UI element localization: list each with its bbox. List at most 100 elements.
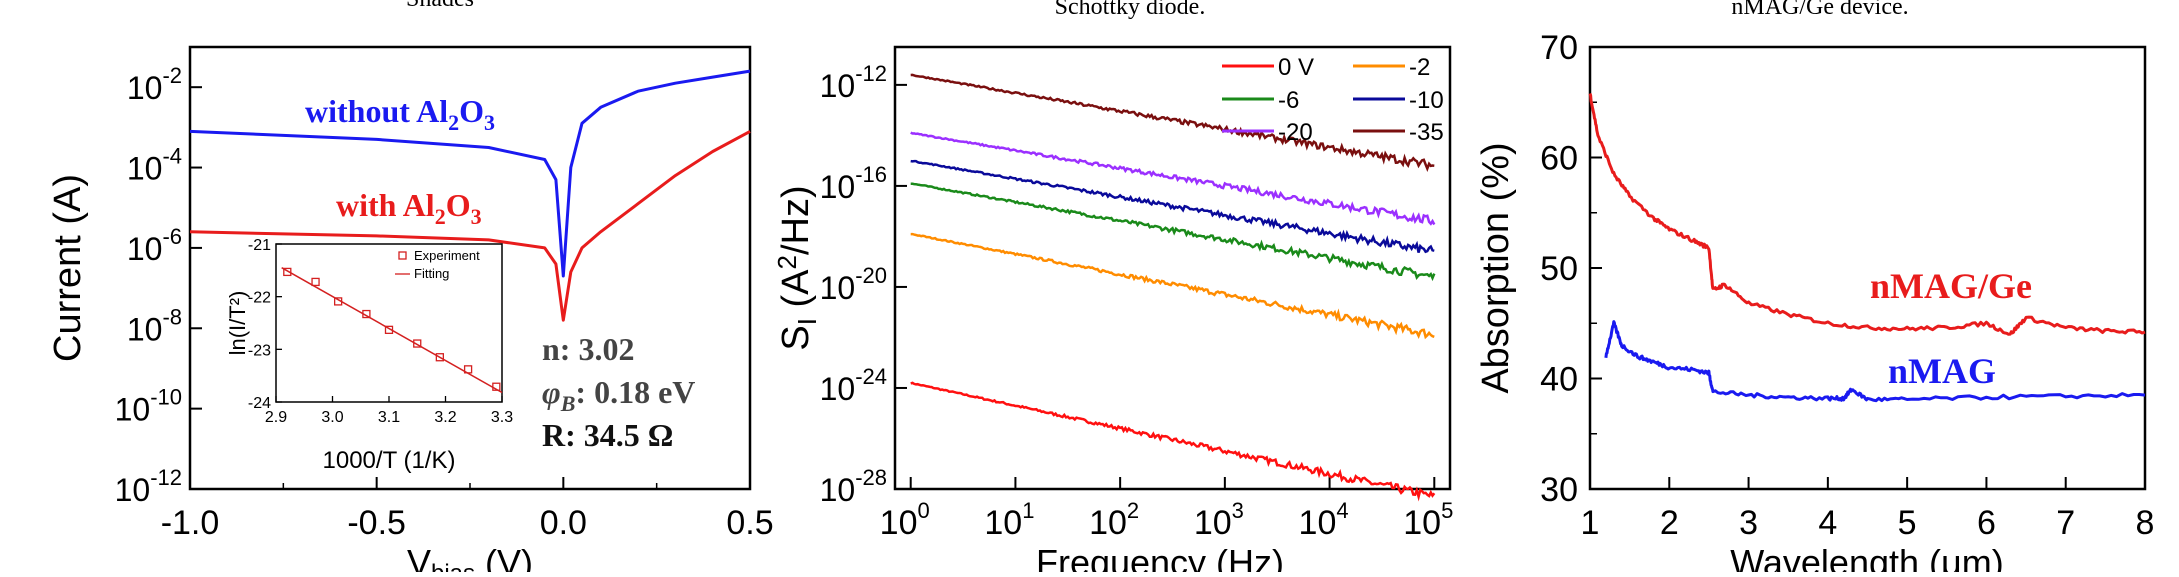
y-tick-exponent: -2 [162,63,182,88]
y-tick-label: 60 [1540,140,1578,178]
y-tick-label: 10-16 [820,162,887,205]
y-tick-exponent: -10 [150,385,182,410]
y-label-unit-b: /Hz) [775,185,817,255]
series-line [910,381,1436,502]
y-tick-label: 10-12 [820,61,887,104]
panel-absorption: 1 2 3 4 5 6 7 8 30 40 50 60 70 Absorption (%) Wavele… [1475,29,2155,577]
top-fragment-left: Shades [406,0,474,12]
series-label-nmag: nMAG [1888,351,1996,391]
label-main: with Al [336,187,435,223]
phi-sub: B [560,391,576,416]
y-tick-exponent: -12 [855,61,887,86]
label-mid: O [459,93,484,129]
label-mid: O [446,187,471,223]
plot-frame [1588,45,2147,491]
y-label-unit-a: (A [775,269,817,318]
y-axis-label: SI (A2/Hz) [772,185,822,350]
y-tick-exponent: -28 [855,465,887,490]
y-label-sup: 2 [772,255,802,269]
inset-legend-experiment: Experiment [414,248,480,263]
plot-frame [893,45,1452,491]
inset-y-tick-label: -21 [248,237,271,254]
series-label-nmag-ge: nMAG/Ge [1870,266,2032,306]
x-tick-label: 105 [1403,498,1453,542]
inset-arrhenius-plot: 2.9 3.0 3.1 3.2 3.3 -21 -22 -23 -24 1000/T (1/K)… [225,237,513,474]
legend: 0 V -2 -6 -10 -20 -35 [1222,54,1444,146]
x-axis-label-unit: (V) [475,542,533,572]
annotation-ideality: n: 3.02 [542,331,634,367]
y-tick-label: 10-2 [127,63,182,106]
y-tick-label: 10-20 [820,263,887,306]
y-tick-label: 10-10 [115,385,182,428]
phi-symbol: φ [542,374,561,410]
y-tick-label: 70 [1540,29,1578,67]
y-tick-exponent: -20 [855,263,887,288]
inset-legend-fitting: Fitting [414,266,449,281]
inset-y-tick-label: -22 [248,290,271,307]
y-tick-label: 10-8 [127,304,182,347]
x-tick-label: 102 [1089,498,1139,542]
y-tick-exponent: -4 [162,144,182,169]
series-label-with-al2o3: with Al2O3 [336,187,482,229]
x-axis-label-main: V [407,542,431,572]
y-label-main: S [775,325,817,350]
inset-experiment-marker [435,353,445,362]
x-tick-label: 0.5 [726,504,773,542]
x-tick-exponent: 4 [1336,498,1348,523]
annotation-barrier: φB: 0.18 eV [542,374,695,416]
series-lines [1588,93,2146,403]
x-tick-label: 104 [1299,498,1349,542]
inset-x-tick-label: 3.1 [378,409,400,426]
y-tick-label: 40 [1540,361,1578,399]
top-fragment-right: nMAG/Ge device. [1731,0,1908,20]
x-tick-exponent: 1 [1022,498,1034,523]
y-axis-label: Absorption (%) [1475,142,1517,393]
y-tick-exponent: -8 [162,304,182,329]
legend-label: -35 [1409,119,1444,146]
inset-experiment-marker [492,382,501,391]
inset-y-axis-label: ln(I/T²) [225,291,250,356]
inset-experiment-marker [283,267,292,277]
legend-label: -2 [1409,54,1430,81]
y-tick-label: 10-28 [820,465,887,508]
barrier-value: : 0.18 eV [575,374,695,410]
x-tick-exponent: 5 [1441,498,1453,523]
x-tick-label: -1.0 [161,504,220,542]
series-line [189,69,751,278]
x-tick-label: 103 [1194,498,1244,542]
y-tick-exponent: -24 [855,364,887,389]
x-tick-exponent: 3 [1232,498,1244,523]
inset-experiment-marker [333,297,343,306]
inset-x-axis-label: 1000/T (1/K) [323,447,456,474]
y-tick-exponent: -6 [162,224,182,249]
series-line [1604,320,2146,403]
x-axis-label-sub: bias [431,560,475,572]
inset-experiment-marker [362,309,371,319]
x-tick-label: 8 [2136,504,2155,542]
y-axis-label: Current (A) [47,174,89,362]
y-tick-exponent: -16 [855,162,887,187]
label-sub: 2 [435,204,446,229]
label-sub: 2 [448,110,459,135]
series-lines [910,73,1436,502]
axis-ticks: -1.0 -0.5 0.0 0.5 10-12 10-10 10-8 10-6 10-4 10-2 [115,63,774,542]
x-axis-label: Vbias (V) [407,542,533,572]
x-tick-label: 0.0 [540,504,587,542]
x-tick-label: 2 [1660,504,1679,542]
inset-fit-line [281,267,503,394]
annotation-resistance: R: 34.5 Ω [542,417,673,453]
y-tick-label: 10-12 [115,465,182,508]
legend-label: -6 [1278,87,1299,114]
x-axis-label: Frequency (Hz) [1036,542,1284,572]
series-line [910,232,1435,340]
series-line [189,130,751,322]
x-tick-label: 7 [2056,504,2075,542]
inset-data [281,267,503,394]
x-tick-label: 4 [1818,504,1837,542]
inset-experiment-marker [413,339,422,348]
inset-experiment-marker [463,365,473,374]
inset-frame [275,243,503,403]
axis-ticks: 100 101 102 103 104 10510-2810-2410-2010-1610… [820,61,1454,542]
x-tick-exponent: 2 [1127,498,1139,523]
